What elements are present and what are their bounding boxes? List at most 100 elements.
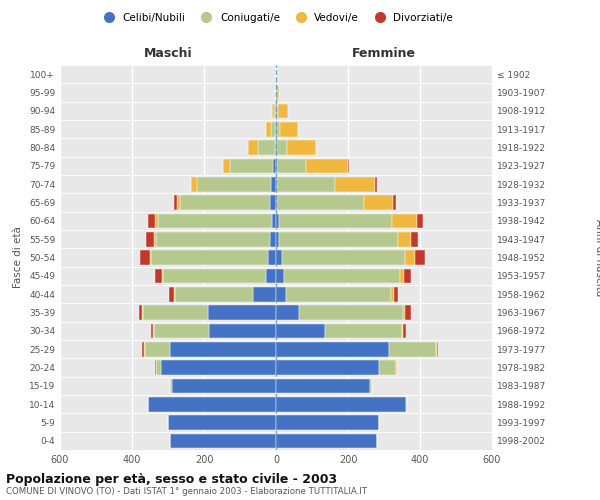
Bar xyxy=(273,158,276,173)
Bar xyxy=(364,195,394,210)
Bar xyxy=(279,214,392,228)
Bar xyxy=(404,268,410,283)
Bar xyxy=(230,158,273,173)
Bar xyxy=(403,305,404,320)
Bar xyxy=(276,85,277,100)
Y-axis label: Anni di nascita: Anni di nascita xyxy=(594,219,600,296)
Bar xyxy=(276,104,277,118)
Bar xyxy=(396,360,397,375)
Bar xyxy=(148,397,276,411)
Bar xyxy=(161,360,276,375)
Bar xyxy=(276,177,277,192)
Bar xyxy=(151,250,268,265)
Bar xyxy=(170,434,276,448)
Bar xyxy=(277,104,278,118)
Bar xyxy=(248,140,259,155)
Bar xyxy=(223,158,230,173)
Bar xyxy=(370,378,373,393)
Bar xyxy=(391,287,394,302)
Bar xyxy=(276,397,406,411)
Bar xyxy=(274,104,275,118)
Bar xyxy=(154,232,156,246)
Text: Popolazione per età, sesso e stato civile - 2003: Popolazione per età, sesso e stato civil… xyxy=(6,472,337,486)
Bar xyxy=(168,415,276,430)
Bar xyxy=(276,214,279,228)
Bar xyxy=(266,268,276,283)
Text: COMUNE DI VINOVO (TO) - Dati ISTAT 1° gennaio 2003 - Elaborazione TUTTITALIA.IT: COMUNE DI VINOVO (TO) - Dati ISTAT 1° ge… xyxy=(6,488,367,496)
Bar xyxy=(155,214,158,228)
Bar xyxy=(276,415,379,430)
Bar xyxy=(400,268,404,283)
Bar xyxy=(437,342,439,356)
Bar xyxy=(139,305,142,320)
Bar xyxy=(266,122,271,136)
Bar xyxy=(417,214,423,228)
Bar xyxy=(142,305,143,320)
Bar xyxy=(279,232,398,246)
Bar xyxy=(144,342,145,356)
Bar xyxy=(191,177,197,192)
Bar xyxy=(253,287,276,302)
Bar xyxy=(151,324,153,338)
Bar xyxy=(276,324,325,338)
Bar xyxy=(170,342,276,356)
Bar xyxy=(175,287,253,302)
Bar xyxy=(209,324,276,338)
Bar xyxy=(276,232,279,246)
Bar xyxy=(143,305,208,320)
Bar xyxy=(275,122,276,136)
Y-axis label: Fasce di età: Fasce di età xyxy=(13,226,23,288)
Text: Femmine: Femmine xyxy=(352,46,416,60)
Bar xyxy=(277,85,278,100)
Bar xyxy=(348,158,349,173)
Bar xyxy=(172,378,276,393)
Bar xyxy=(299,305,403,320)
Bar xyxy=(155,360,156,375)
Bar xyxy=(398,232,412,246)
Bar xyxy=(412,232,418,246)
Bar xyxy=(276,305,299,320)
Bar xyxy=(157,360,161,375)
Bar xyxy=(169,287,174,302)
Bar xyxy=(394,195,396,210)
Bar xyxy=(283,250,405,265)
Bar xyxy=(402,324,403,338)
Bar xyxy=(276,250,283,265)
Bar xyxy=(287,140,316,155)
Bar xyxy=(176,195,179,210)
Bar xyxy=(174,195,176,210)
Bar xyxy=(436,342,437,356)
Bar xyxy=(276,195,277,210)
Bar xyxy=(277,177,335,192)
Bar xyxy=(272,214,276,228)
Bar xyxy=(276,268,284,283)
Bar xyxy=(276,287,286,302)
Bar xyxy=(392,214,417,228)
Bar xyxy=(394,287,398,302)
Bar xyxy=(208,305,276,320)
Bar xyxy=(271,122,275,136)
Bar xyxy=(170,378,172,393)
Bar xyxy=(197,177,271,192)
Bar xyxy=(278,104,288,118)
Bar xyxy=(149,250,151,265)
Bar xyxy=(277,122,280,136)
Bar xyxy=(158,214,272,228)
Bar xyxy=(275,140,276,155)
Bar xyxy=(280,122,298,136)
Bar xyxy=(286,287,391,302)
Bar xyxy=(145,342,170,356)
Bar xyxy=(277,140,287,155)
Bar xyxy=(276,378,370,393)
Bar xyxy=(284,268,400,283)
Bar xyxy=(325,324,402,338)
Bar xyxy=(276,360,379,375)
Bar xyxy=(179,195,269,210)
Bar xyxy=(405,250,415,265)
Bar xyxy=(269,195,276,210)
Text: Maschi: Maschi xyxy=(143,46,193,60)
Bar xyxy=(163,268,266,283)
Bar xyxy=(154,324,209,338)
Bar xyxy=(268,250,276,265)
Bar xyxy=(140,250,149,265)
